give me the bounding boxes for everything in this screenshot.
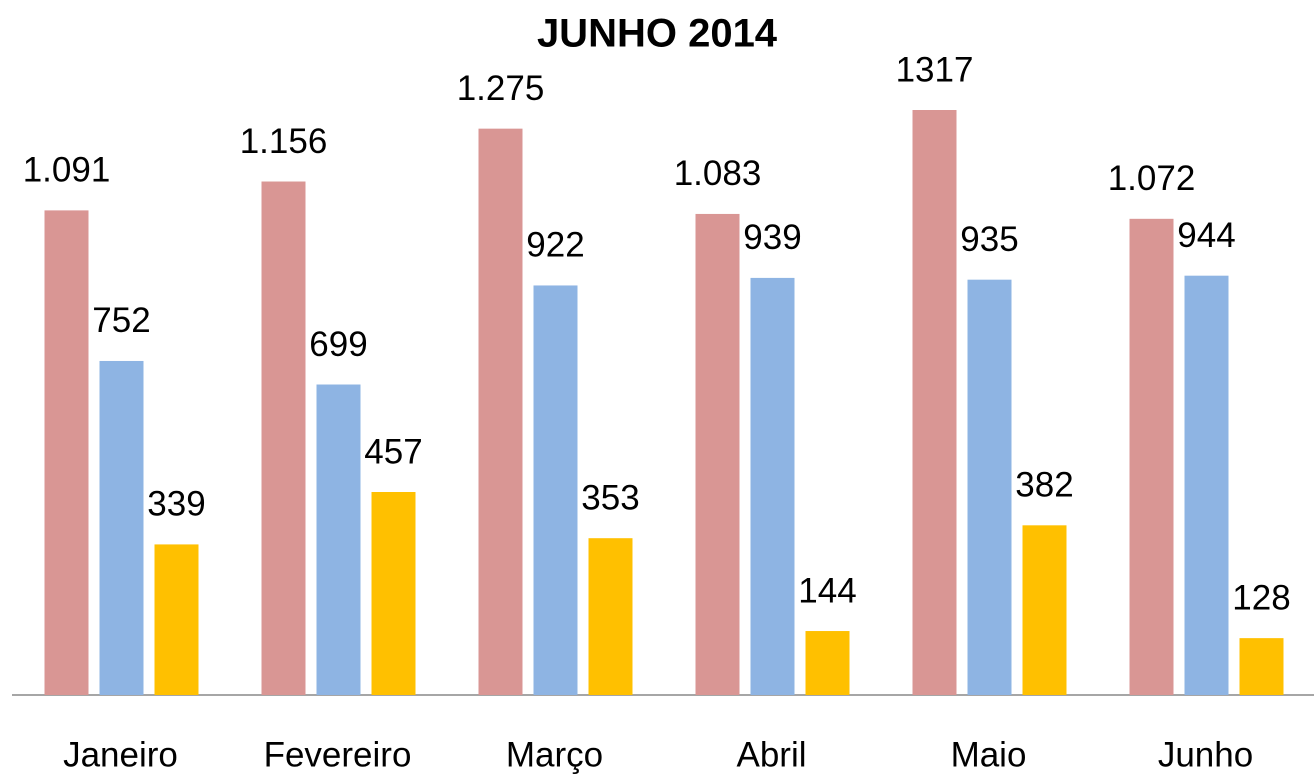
x-tick-label: Fevereiro	[264, 735, 412, 774]
bar	[371, 492, 416, 695]
bar	[261, 181, 306, 696]
data-label: 699	[309, 325, 367, 364]
data-label: 1.275	[457, 69, 545, 108]
bar	[967, 279, 1012, 695]
bar	[805, 631, 850, 695]
x-tick-label: Março	[506, 735, 603, 774]
data-label: 128	[1232, 578, 1290, 617]
data-label: 457	[364, 432, 422, 471]
chart-title: JUNHO 2014	[537, 12, 778, 56]
bar	[1184, 275, 1229, 695]
data-label: 1.156	[240, 122, 328, 161]
data-label: 144	[798, 571, 856, 610]
bar	[588, 538, 633, 695]
data-label: 1.091	[23, 151, 111, 190]
data-label: 1.072	[1108, 159, 1196, 198]
bar	[912, 110, 957, 695]
data-label: 1317	[896, 50, 974, 89]
data-label: 922	[526, 226, 584, 265]
bar	[533, 285, 578, 695]
x-tick-label: Maio	[951, 735, 1027, 774]
bar	[695, 213, 740, 695]
bar	[99, 360, 144, 695]
x-tick-label: Junho	[1158, 735, 1253, 774]
bar	[1129, 218, 1174, 695]
bar	[44, 210, 89, 695]
data-label: 939	[743, 218, 801, 257]
bar	[1022, 525, 1067, 695]
x-tick-label: Abril	[736, 735, 806, 774]
data-label: 935	[960, 220, 1018, 259]
data-label: 752	[92, 301, 150, 340]
data-label: 382	[1015, 466, 1073, 505]
data-label: 339	[147, 485, 205, 524]
data-label: 1.083	[674, 154, 762, 193]
bar	[1239, 638, 1284, 695]
x-tick-label: Janeiro	[63, 735, 178, 774]
bar	[316, 384, 361, 695]
data-label: 353	[581, 478, 639, 517]
bar	[478, 128, 523, 696]
bar	[154, 544, 199, 695]
data-label: 944	[1177, 216, 1235, 255]
bar	[750, 277, 795, 695]
